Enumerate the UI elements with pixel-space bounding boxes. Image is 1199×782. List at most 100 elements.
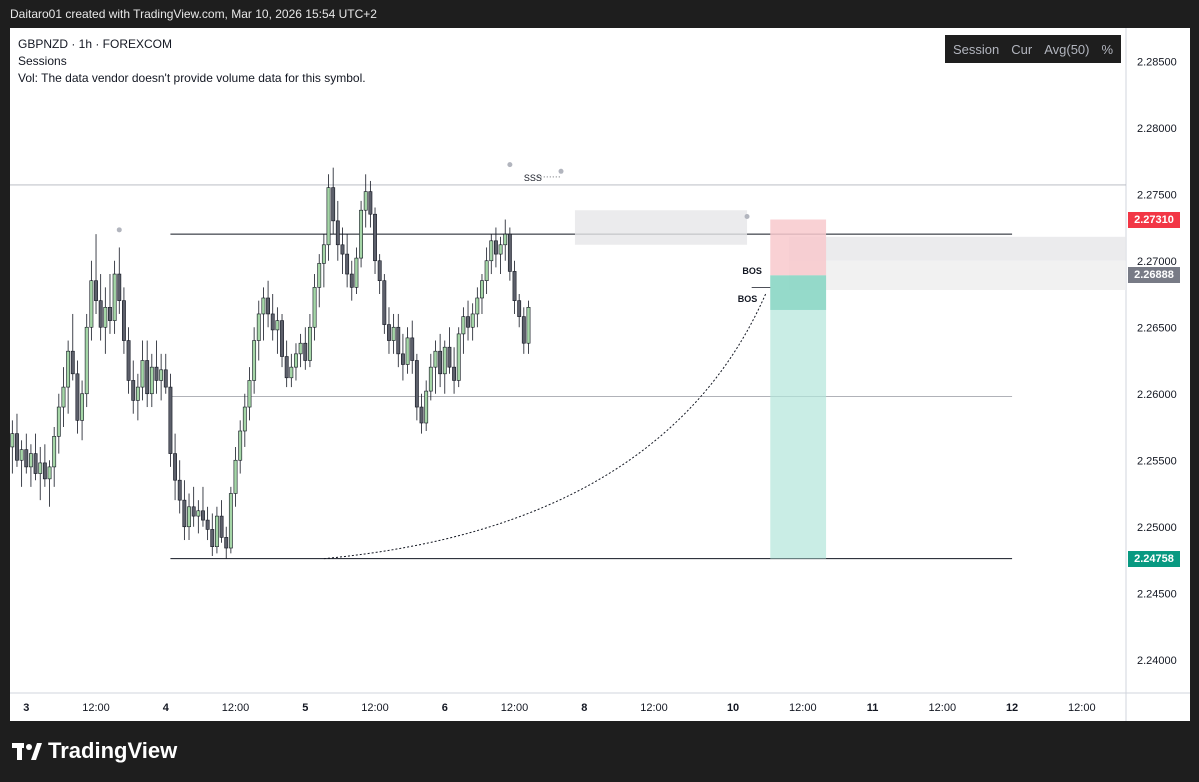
candle-body bbox=[526, 306, 531, 344]
candle-body bbox=[512, 271, 517, 301]
open-profit-zone bbox=[770, 275, 827, 310]
candle-body bbox=[424, 390, 429, 424]
x-tick-label: 12:00 bbox=[361, 702, 389, 714]
candle-body bbox=[270, 313, 275, 331]
candle-body bbox=[317, 263, 322, 288]
stop-loss-zone bbox=[770, 219, 827, 276]
candle-body bbox=[94, 280, 98, 301]
tradingview-footer: TradingView bbox=[12, 738, 177, 764]
candle-body bbox=[461, 316, 466, 335]
candle-body bbox=[447, 346, 452, 368]
candle-body bbox=[312, 287, 317, 328]
sss-annotation: SSS bbox=[524, 173, 542, 183]
candle-body bbox=[252, 340, 257, 381]
candle-body bbox=[196, 510, 201, 517]
swing-high-marker bbox=[507, 162, 513, 168]
candlestick-chart[interactable]: 2.28500 2.28000 2.27500 2.27000 2.26500 2.260… bbox=[10, 28, 1190, 721]
candle-body bbox=[233, 459, 238, 494]
candle-body bbox=[191, 506, 196, 517]
supply-zone bbox=[574, 210, 748, 245]
candle-body bbox=[303, 342, 308, 361]
take-profit-zone bbox=[770, 275, 827, 559]
candle-body bbox=[438, 350, 443, 375]
candle-body bbox=[84, 326, 89, 395]
symbol-line[interactable]: GBPNZD · 1h · FOREXCOM bbox=[18, 37, 173, 51]
stop-price-label: 2.27310 bbox=[1128, 211, 1180, 228]
candle-body bbox=[387, 324, 391, 341]
candle-body bbox=[256, 313, 261, 341]
candle-body bbox=[294, 353, 298, 368]
candle-body bbox=[126, 340, 131, 381]
candle-body bbox=[108, 306, 112, 321]
candle-body bbox=[456, 333, 461, 381]
candle-body bbox=[247, 380, 252, 408]
candle-body bbox=[349, 273, 354, 288]
y-tick-label: 2.25000 bbox=[1137, 522, 1177, 534]
candle-body bbox=[121, 300, 126, 341]
y-tick-label: 2.28000 bbox=[1137, 123, 1177, 135]
session-indicator-box[interactable]: Session Cur Avg(50) % bbox=[945, 35, 1122, 63]
candle-body bbox=[442, 346, 447, 375]
candle-body bbox=[228, 493, 233, 549]
candle-body bbox=[112, 273, 117, 321]
candle-body bbox=[340, 244, 345, 255]
candle-body bbox=[433, 350, 438, 368]
x-tick-label: 12 bbox=[1006, 702, 1018, 714]
x-tick-label: 12:00 bbox=[789, 702, 817, 714]
candle-body bbox=[354, 257, 359, 288]
x-tick-label: 12:00 bbox=[1068, 702, 1096, 714]
candle-body bbox=[452, 366, 457, 381]
candle-body bbox=[280, 320, 284, 357]
candle-body bbox=[307, 326, 312, 361]
candle-body bbox=[238, 430, 243, 461]
chart-frame[interactable]: 2.28500 2.28000 2.27500 2.27000 2.26500 2.260… bbox=[10, 28, 1190, 721]
candle-body bbox=[489, 240, 494, 262]
candle-body bbox=[56, 406, 61, 437]
candle-body bbox=[98, 300, 103, 328]
candle-body bbox=[261, 297, 266, 315]
tradingview-logo-icon bbox=[12, 740, 42, 762]
candle-body bbox=[103, 306, 108, 328]
x-tick-label: 11 bbox=[867, 702, 879, 714]
swing-high-marker bbox=[558, 168, 564, 174]
candle-body bbox=[405, 337, 410, 365]
footer-brand: TradingView bbox=[48, 738, 178, 763]
bos-annotation-2: BOS bbox=[738, 294, 758, 304]
candle-body bbox=[363, 191, 368, 211]
y-tick-label: 2.28500 bbox=[1137, 56, 1177, 68]
y-tick-label: 2.24500 bbox=[1137, 588, 1177, 600]
x-tick-label: 12:00 bbox=[82, 702, 110, 714]
y-tick-label: 2.26000 bbox=[1137, 389, 1177, 401]
candle-body bbox=[377, 260, 382, 282]
candle-body bbox=[507, 233, 512, 272]
candle-body bbox=[187, 506, 191, 528]
candle-body bbox=[298, 342, 303, 355]
candle-body bbox=[373, 213, 377, 262]
candle-body bbox=[219, 515, 224, 538]
candle-body bbox=[28, 453, 33, 468]
candle-body bbox=[484, 260, 489, 282]
candle-body bbox=[19, 449, 24, 461]
candle-body bbox=[242, 406, 247, 432]
candle-body bbox=[135, 386, 140, 401]
x-tick-label: 5 bbox=[302, 702, 308, 714]
candle-body bbox=[466, 316, 470, 328]
x-tick-label: 8 bbox=[581, 702, 587, 714]
x-tick-label: 12:00 bbox=[501, 702, 529, 714]
candle-body bbox=[470, 313, 475, 328]
candle-body bbox=[15, 433, 19, 461]
candle-body bbox=[428, 366, 433, 392]
sessions-label[interactable]: Sessions bbox=[18, 54, 67, 68]
legend: GBPNZD · 1h · FOREXCOM Sessions Vol: The… bbox=[18, 36, 366, 87]
candle-body bbox=[201, 510, 205, 521]
candle-body bbox=[80, 393, 85, 421]
candle-body bbox=[289, 366, 294, 379]
candle-body bbox=[480, 280, 484, 299]
y-tick-label: 2.24000 bbox=[1137, 655, 1177, 667]
candle-body bbox=[61, 386, 66, 408]
swing-high-marker bbox=[744, 214, 750, 220]
candle-body bbox=[47, 466, 52, 480]
supply-zone-3 bbox=[788, 260, 1126, 291]
x-tick-label: 12:00 bbox=[640, 702, 668, 714]
candle-body bbox=[321, 244, 326, 264]
